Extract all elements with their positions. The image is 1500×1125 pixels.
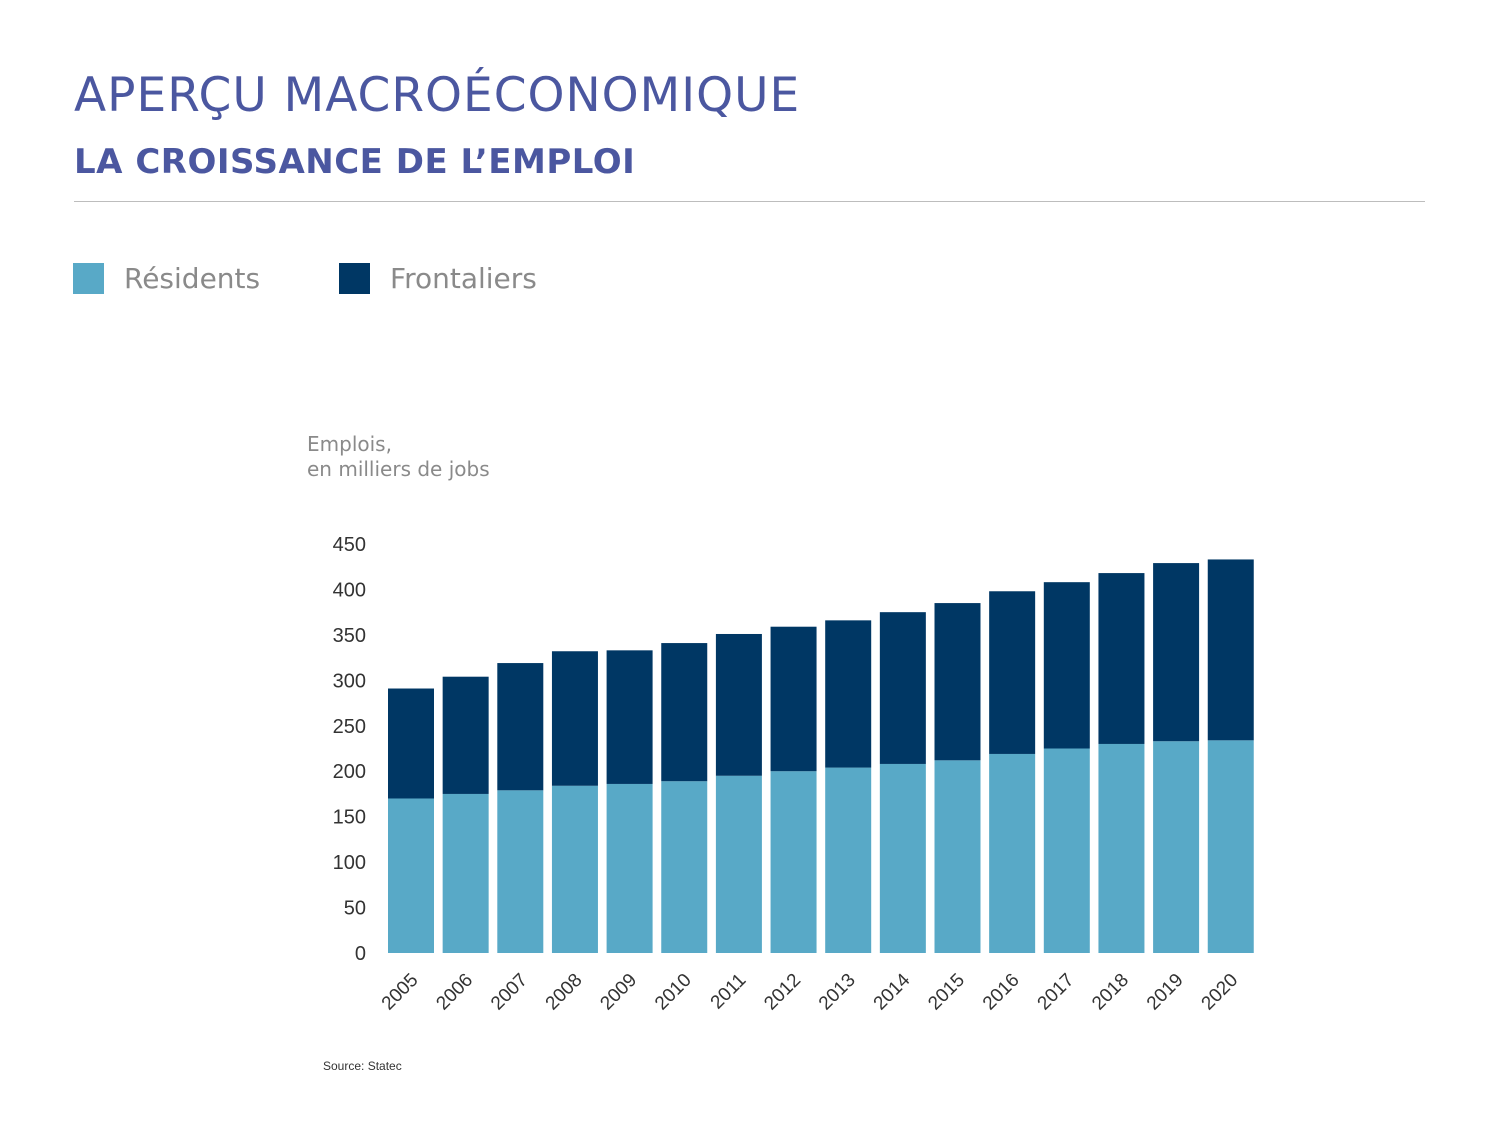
bar-segment-residents [825, 767, 872, 953]
x-tick-label: 2008 [542, 970, 587, 1015]
y-tick-label: 450 [333, 534, 366, 556]
bar-segment-frontaliers [551, 651, 598, 786]
y-tick-label: 0 [355, 943, 366, 965]
bar-segment-frontaliers [989, 591, 1036, 754]
bar-segment-frontaliers [442, 676, 489, 794]
bar-segment-residents [442, 793, 489, 953]
y-tick-label: 200 [333, 761, 366, 783]
legend-item-frontaliers: Frontaliers [339, 261, 537, 295]
page-subtitle: LA CROISSANCE DE L’EMPLOI [74, 142, 636, 182]
x-tick-label: 2020 [1198, 970, 1243, 1015]
bar-segment-frontaliers [388, 688, 434, 799]
bar-segment-residents [606, 783, 653, 953]
x-tick-label: 2017 [1034, 970, 1079, 1015]
x-tick-label: 2013 [815, 970, 860, 1015]
bar-segment-frontaliers [715, 633, 762, 776]
y-axis-title-line-2: en milliers de jobs [307, 457, 490, 481]
bar-segment-frontaliers [1207, 559, 1254, 741]
bar-segment-frontaliers [661, 643, 708, 782]
bar-segment-residents [1043, 748, 1090, 953]
legend-swatch-frontaliers [339, 262, 370, 294]
bar-segment-residents [388, 798, 434, 953]
x-tick-label: 2019 [1143, 970, 1188, 1015]
y-tick-label: 400 [333, 579, 366, 601]
bar-segment-residents [1207, 740, 1254, 953]
bar-segment-frontaliers [770, 626, 817, 772]
bar-segment-residents [934, 760, 981, 953]
x-tick-label: 2014 [870, 969, 915, 1014]
legend-label-residents: Résidents [124, 261, 261, 295]
x-tick-label: 2012 [760, 970, 805, 1015]
bar-segment-residents [1153, 741, 1200, 953]
bar-segment-frontaliers [606, 650, 653, 784]
x-tick-label: 2018 [1088, 970, 1133, 1015]
bar-segment-residents [715, 775, 762, 953]
bar-segment-residents [497, 790, 544, 953]
x-tick-label: 2007 [487, 970, 532, 1015]
y-axis-title-line-1: Emplois, [307, 432, 392, 456]
bar-segment-residents [770, 771, 817, 953]
x-tick-label: 2015 [924, 970, 969, 1015]
bar-segment-frontaliers [825, 620, 872, 768]
x-tick-label: 2011 [707, 970, 751, 1014]
bar-segment-residents [1098, 743, 1145, 953]
y-tick-label: 250 [333, 716, 366, 738]
bar-segment-residents [551, 785, 598, 953]
x-tick-label: 2010 [651, 970, 696, 1015]
y-tick-label: 300 [333, 670, 366, 692]
y-tick-label: 350 [333, 625, 366, 647]
legend-swatch-residents [73, 262, 104, 294]
bar-segment-residents [989, 753, 1036, 953]
y-axis-title: Emplois, en milliers de jobs [307, 432, 490, 482]
header-divider [74, 201, 1425, 202]
x-tick-label: 2006 [432, 970, 477, 1015]
bar-segment-frontaliers [1098, 573, 1145, 744]
bar-segment-frontaliers [497, 663, 544, 791]
y-tick-label: 150 [333, 807, 366, 829]
legend-item-residents: Résidents [73, 261, 261, 295]
x-tick-label: 2005 [378, 970, 423, 1015]
bar-segment-residents [879, 763, 926, 953]
bar-segment-frontaliers [879, 612, 926, 764]
x-tick-label: 2016 [979, 970, 1024, 1015]
bar-segment-frontaliers [934, 603, 981, 761]
y-tick-label: 100 [333, 852, 366, 874]
page-title: APERÇU MACROÉCONOMIQUE [74, 68, 801, 123]
bar-segment-frontaliers [1153, 563, 1200, 742]
bar-segment-frontaliers [1043, 582, 1090, 749]
x-tick-label: 2009 [596, 970, 641, 1015]
bar-segment-residents [661, 781, 708, 953]
source-note: Source: Statec [323, 1059, 402, 1073]
legend-label-frontaliers: Frontaliers [390, 261, 537, 295]
y-tick-label: 50 [344, 898, 366, 920]
